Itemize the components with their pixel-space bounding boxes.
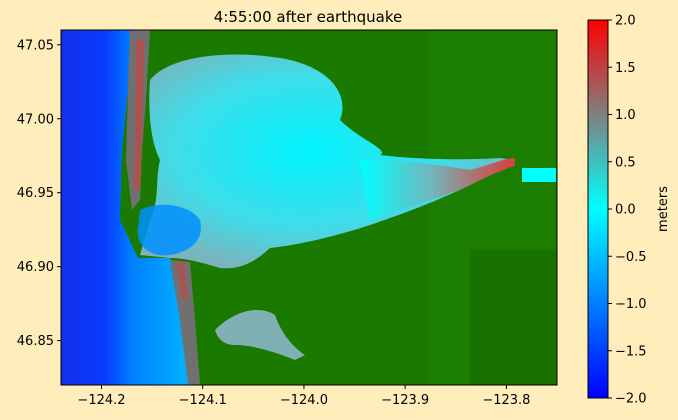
- colorbar: [587, 19, 609, 399]
- colorbar-tick-label: 1.5: [615, 61, 636, 76]
- x-tick-label: −124.0: [280, 393, 328, 408]
- river-channel: [360, 158, 515, 220]
- ocean-area: [61, 30, 190, 385]
- colorbar-label: meters: [656, 186, 671, 232]
- y-tick-label: 47.00: [17, 112, 54, 127]
- y-tick-label: 46.85: [17, 334, 54, 349]
- y-axis: 46.85 46.90 46.95 47.00 47.05: [17, 38, 61, 349]
- y-tick-label: 46.95: [17, 186, 54, 201]
- colorbar-tick-label: −0.5: [615, 250, 647, 265]
- colorbar-tick-label: 1.0: [615, 108, 636, 123]
- x-tick-label: −124.2: [77, 393, 125, 408]
- south-spit: [170, 260, 200, 385]
- colorbar-tick-label: −2.0: [615, 392, 647, 407]
- x-tick-label: −123.9: [381, 393, 429, 408]
- x-tick-label: −123.8: [482, 393, 530, 408]
- map-image: [61, 30, 557, 385]
- x-axis: −124.2 −124.1 −124.0 −123.9 −123.8: [77, 385, 530, 408]
- chart-title: 4:55:00 after earthquake: [214, 8, 402, 26]
- colorbar-axis: 2.0 1.5 1.0 0.5 0.0 −0.5 −1.0 −1.5 −2.0: [608, 14, 647, 407]
- south-inlet: [215, 310, 305, 360]
- y-tick-label: 46.90: [17, 260, 54, 275]
- colorbar-tick-label: 2.0: [615, 14, 636, 29]
- colorbar-tick-label: −1.5: [615, 344, 647, 359]
- colorbar-tick-label: 0.0: [615, 203, 636, 218]
- colorbar-tick-label: 0.5: [615, 155, 636, 170]
- upstream-water: [522, 168, 556, 182]
- y-tick-label: 47.05: [17, 38, 54, 53]
- bay-mouth: [137, 204, 201, 256]
- bay-water: [140, 54, 515, 269]
- plot-frame: [60, 29, 558, 386]
- colorbar-tick-label: −1.0: [615, 297, 647, 312]
- x-tick-label: −124.1: [179, 393, 227, 408]
